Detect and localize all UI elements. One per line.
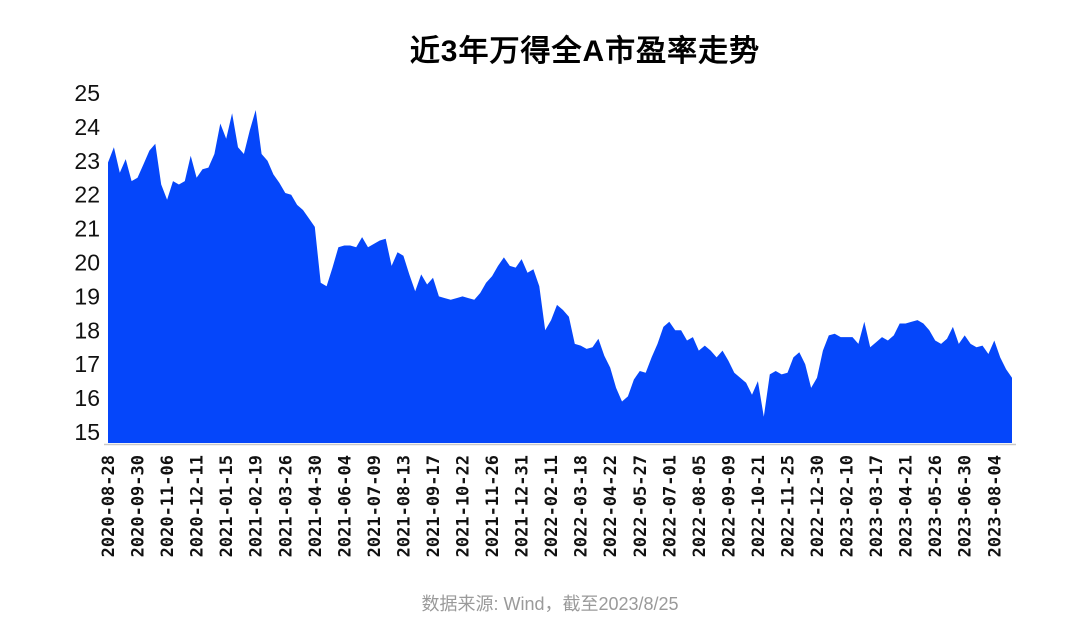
- x-axis-label: 2021-11-26: [483, 455, 503, 557]
- x-axis-label: 2021-02-19: [247, 455, 267, 557]
- data-source-note: 数据来源: Wind，截至2023/8/25: [421, 594, 679, 614]
- x-axis-label: 2021-03-26: [276, 455, 296, 557]
- x-axis-label: 2021-07-09: [365, 455, 385, 557]
- x-axis-label: 2021-12-31: [513, 455, 533, 557]
- y-axis-label: 20: [74, 250, 100, 276]
- chart-title: 近3年万得全A市盈率走势: [409, 35, 761, 68]
- x-axis-label: 2021-10-22: [454, 455, 474, 557]
- y-axis-label: 24: [74, 114, 100, 140]
- x-axis-label: 2022-02-11: [542, 455, 562, 557]
- x-axis-label: 2022-11-25: [779, 455, 799, 557]
- x-axis-label: 2020-08-28: [99, 455, 119, 557]
- x-axis-label: 2022-08-05: [690, 455, 710, 557]
- x-axis-label: 2022-10-21: [749, 455, 769, 557]
- x-axis-label: 2023-08-04: [985, 455, 1005, 557]
- x-axis-label: 2020-09-30: [129, 455, 149, 557]
- x-axis-label: 2020-12-11: [188, 455, 208, 557]
- y-axis-label: 18: [74, 317, 100, 343]
- x-axis-label: 2023-05-26: [926, 455, 946, 557]
- x-axis-label: 2022-04-22: [601, 455, 621, 557]
- y-axis-label: 19: [74, 283, 100, 309]
- y-axis-label: 16: [74, 385, 100, 411]
- area-series: [108, 110, 1012, 443]
- x-axis-label: 2021-08-13: [394, 455, 414, 557]
- x-axis-label: 2021-09-17: [424, 455, 444, 557]
- y-axis-label: 23: [74, 148, 100, 174]
- x-axis-label: 2021-01-15: [217, 455, 237, 557]
- x-axis-label: 2022-09-09: [719, 455, 739, 557]
- x-axis-label: 2022-03-18: [572, 455, 592, 557]
- x-axis-label: 2022-07-01: [660, 455, 680, 557]
- y-axis-label: 15: [74, 419, 100, 445]
- x-axis-label: 2023-03-17: [867, 455, 887, 557]
- y-axis-label: 21: [74, 216, 100, 242]
- x-axis-label: 2023-04-21: [897, 455, 917, 557]
- x-axis-label: 2022-12-30: [808, 455, 828, 557]
- x-axis-label: 2023-02-10: [838, 455, 858, 557]
- x-axis-label: 2021-06-04: [335, 455, 355, 557]
- x-axis-label: 2023-06-30: [956, 455, 976, 557]
- x-axis-label: 2020-11-06: [158, 455, 178, 557]
- y-axis-label: 25: [74, 80, 100, 106]
- x-axis-label: 2022-05-27: [631, 455, 651, 557]
- y-axis-label: 22: [74, 182, 100, 208]
- y-axis-label: 17: [74, 351, 100, 377]
- x-axis-label: 2021-04-30: [306, 455, 326, 557]
